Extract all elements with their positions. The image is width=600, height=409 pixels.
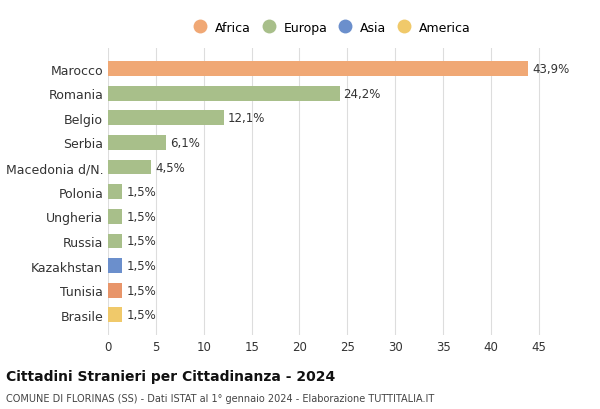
Text: 1,5%: 1,5% [126,186,156,199]
Bar [108,258,122,273]
Bar [108,185,122,200]
Text: 1,5%: 1,5% [126,210,156,223]
Bar [108,62,529,77]
Text: 1,5%: 1,5% [126,259,156,272]
Bar [108,308,122,322]
Text: 1,5%: 1,5% [126,308,156,321]
Text: 1,5%: 1,5% [126,284,156,297]
Text: COMUNE DI FLORINAS (SS) - Dati ISTAT al 1° gennaio 2024 - Elaborazione TUTTITALI: COMUNE DI FLORINAS (SS) - Dati ISTAT al … [6,393,434,403]
Text: 43,9%: 43,9% [532,63,569,76]
Text: Cittadini Stranieri per Cittadinanza - 2024: Cittadini Stranieri per Cittadinanza - 2… [6,369,335,383]
Bar [108,136,166,151]
Bar [108,87,340,101]
Bar [108,234,122,249]
Text: 12,1%: 12,1% [227,112,265,125]
Text: 1,5%: 1,5% [126,235,156,248]
Text: 24,2%: 24,2% [344,88,381,101]
Legend: Africa, Europa, Asia, America: Africa, Europa, Asia, America [191,18,475,38]
Text: 4,5%: 4,5% [155,161,185,174]
Bar [108,160,151,175]
Bar [108,111,224,126]
Bar [108,283,122,298]
Bar [108,209,122,224]
Text: 6,1%: 6,1% [170,137,200,150]
